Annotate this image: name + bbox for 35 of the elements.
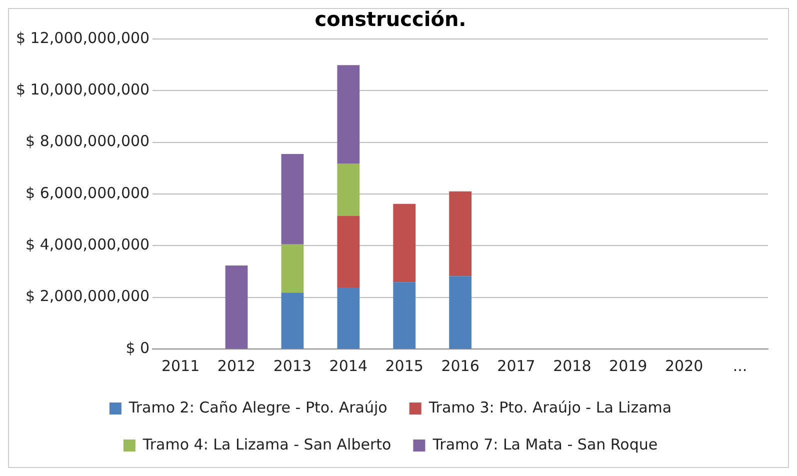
bar xyxy=(393,282,416,348)
y-tick-label: $ 6,000,000,000 xyxy=(26,184,150,202)
x-tick-label: ... xyxy=(732,356,748,375)
x-tick-label: 2016 xyxy=(441,356,480,375)
y-tick-label: $ 10,000,000,000 xyxy=(16,80,150,99)
bar xyxy=(225,266,248,348)
x-tick-label: 2014 xyxy=(329,356,368,375)
chart-title: construcción. xyxy=(314,7,466,32)
x-tick-label: 2012 xyxy=(217,356,256,375)
bar xyxy=(337,288,360,348)
legend-label: Tramo 7: La Mata - San Roque xyxy=(432,435,658,454)
legend-label: Tramo 3: Pto. Araújo - La Lizama xyxy=(428,398,672,416)
legend-label: Tramo 4: La Lizama - San Alberto xyxy=(142,435,392,454)
x-tick-label: 2017 xyxy=(497,356,536,375)
bar xyxy=(449,276,472,348)
y-tick-label: $ 8,000,000,000 xyxy=(26,132,150,150)
legend-label: Tramo 2: Caño Alegre - Pto. Araújo xyxy=(128,398,388,416)
bar xyxy=(337,65,360,164)
y-tick-label: $ 4,000,000,000 xyxy=(26,236,150,254)
y-tick-label: $ 0 xyxy=(126,338,150,357)
bar xyxy=(337,164,360,216)
x-tick-label: 2015 xyxy=(385,356,424,375)
bar xyxy=(449,191,472,276)
bar xyxy=(393,204,416,282)
bar xyxy=(337,216,360,288)
x-tick-label: 2013 xyxy=(273,356,312,375)
x-tick-label: 2020 xyxy=(664,356,704,375)
x-tick-label: 2011 xyxy=(161,356,200,375)
y-tick-label: $ 12,000,000,000 xyxy=(16,28,150,47)
x-tick-label: 2018 xyxy=(553,356,592,375)
x-tick-label: 2019 xyxy=(609,356,648,375)
bar xyxy=(281,154,304,244)
bar xyxy=(281,292,304,348)
bar xyxy=(281,244,304,293)
y-tick-label: $ 2,000,000,000 xyxy=(26,287,150,306)
